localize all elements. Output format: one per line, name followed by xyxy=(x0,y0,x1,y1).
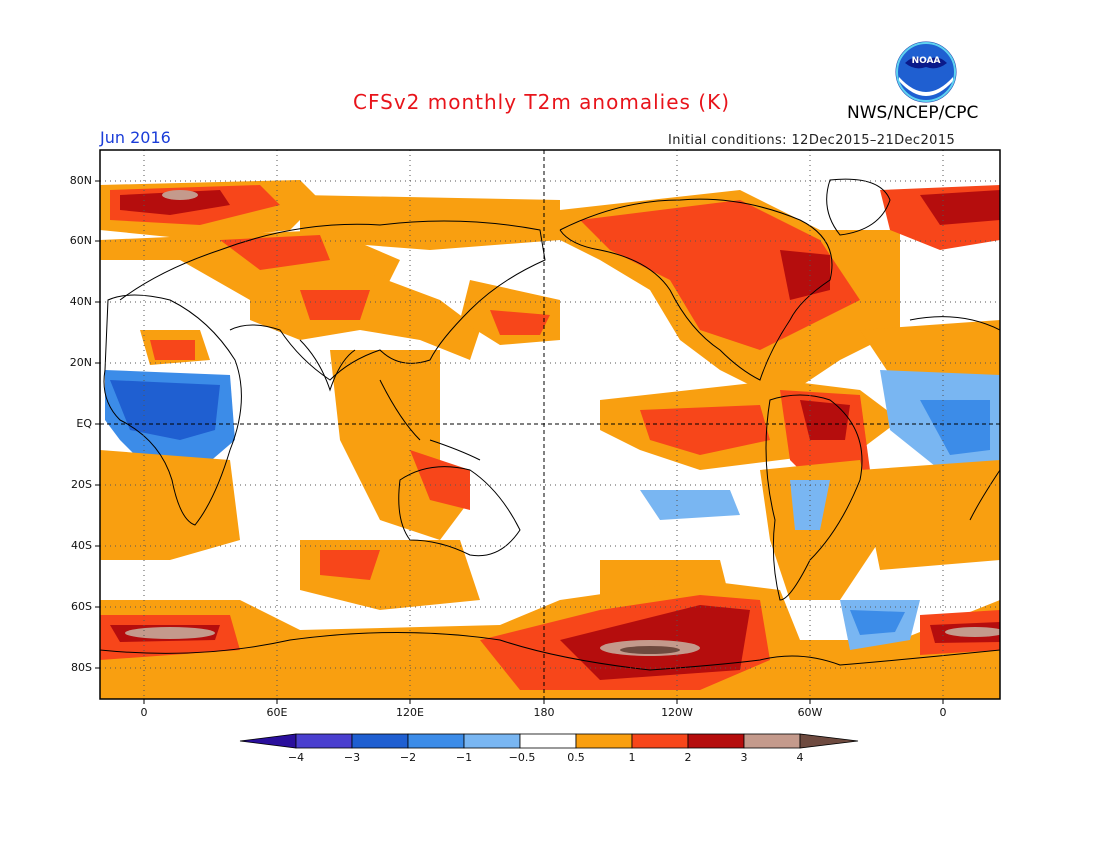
logo-text: NOAA xyxy=(912,56,941,66)
lon-label: 120W xyxy=(661,706,693,719)
lat-label: 80N xyxy=(69,174,92,187)
lat-label: EQ xyxy=(76,417,92,430)
colorbar-swatch xyxy=(631,733,689,749)
colorbar-swatch xyxy=(687,733,745,749)
noaa-logo-icon: NOAA xyxy=(895,41,957,103)
lat-label: 40S xyxy=(71,539,92,552)
colorbar-label: 1 xyxy=(628,751,636,764)
lat-label: 60N xyxy=(69,234,92,247)
colorbar-label: −2 xyxy=(399,751,417,764)
lon-label: 60E xyxy=(266,706,288,719)
colorbar-label: 2 xyxy=(684,751,692,764)
colorbar-swatch xyxy=(239,733,297,749)
colorbar-label: 3 xyxy=(740,751,748,764)
graticule xyxy=(100,150,1000,699)
colorbar-label: −0.5 xyxy=(508,751,536,764)
colorbar-label: 4 xyxy=(796,751,804,764)
equator-dateline xyxy=(100,150,1000,699)
colorbar-swatch xyxy=(743,733,801,749)
lat-label: 60S xyxy=(71,600,92,613)
colorbar-swatch xyxy=(519,733,577,749)
colorbar-swatch xyxy=(351,733,409,749)
axis-ticks xyxy=(95,180,944,704)
colorbar-swatch xyxy=(295,733,353,749)
colorbar-swatch xyxy=(463,733,521,749)
lat-label: 40N xyxy=(69,295,92,308)
lon-label: 180 xyxy=(533,706,555,719)
lat-label: 80S xyxy=(71,661,92,674)
colorbar-swatch xyxy=(575,733,633,749)
lon-label: 120E xyxy=(396,706,424,719)
map-title: CFSv2 monthly T2m anomalies (K) xyxy=(353,90,730,114)
lon-label: 0 xyxy=(140,706,148,719)
lon-label: 0 xyxy=(939,706,947,719)
agency-label: NWS/NCEP/CPC xyxy=(847,103,979,123)
colorbar-label: −3 xyxy=(343,751,361,764)
colorbar-swatch xyxy=(799,733,859,749)
initial-conditions: Initial conditions: 12Dec2015–21Dec2015 xyxy=(668,133,956,148)
colorbar xyxy=(239,733,859,749)
colorbar-swatch xyxy=(407,733,465,749)
lat-label: 20S xyxy=(71,478,92,491)
forecast-period: Jun 2016 xyxy=(100,128,171,147)
colorbar-label: 0.5 xyxy=(567,751,585,764)
coastlines xyxy=(100,178,1000,671)
lon-label: 60W xyxy=(797,706,823,719)
colorbar-label: −1 xyxy=(455,751,473,764)
colorbar-label: −4 xyxy=(287,751,305,764)
lat-label: 20N xyxy=(69,356,92,369)
